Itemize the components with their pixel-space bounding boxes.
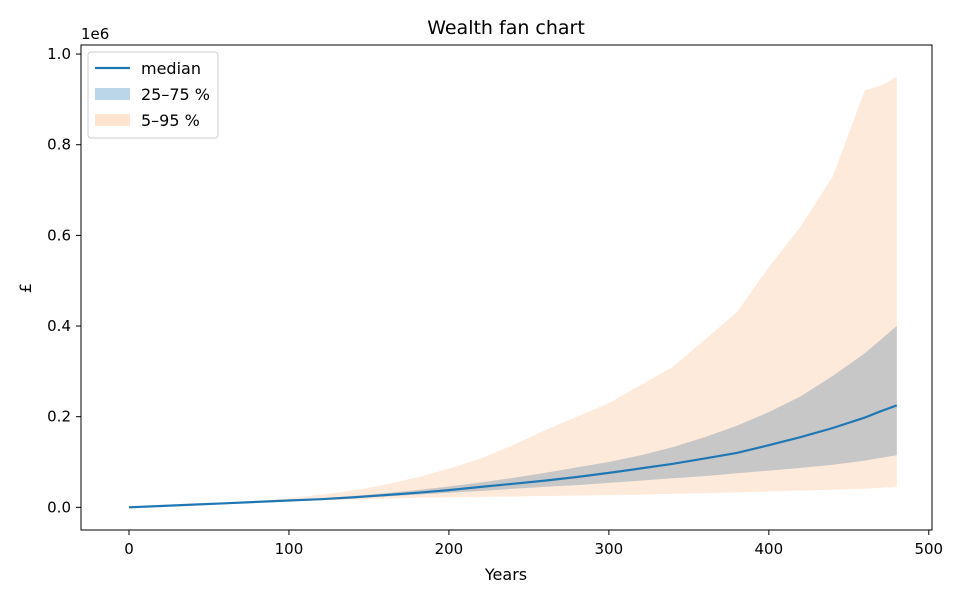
y-axis-label: £ [16, 283, 35, 293]
plot-area-frame [80, 44, 933, 531]
legend-swatch-25-75 [95, 88, 130, 100]
x-tick-label: 0 [124, 540, 134, 558]
bands-layer [129, 76, 897, 508]
band-5-95 [129, 76, 897, 508]
x-axis: 0 100 200 300 400 500 [124, 530, 943, 558]
legend-swatch-5-95 [95, 114, 130, 126]
x-tick-label: 400 [755, 540, 784, 558]
legend-label: 25–75 % [141, 85, 210, 104]
x-tick-label: 300 [595, 540, 624, 558]
y-tick-label: 0.2 [47, 408, 71, 426]
legend-box [87, 51, 219, 139]
median-line [128, 404, 898, 509]
band-25-75 [129, 326, 897, 508]
x-tick-label: 200 [435, 540, 464, 558]
y-tick-label: 0.8 [47, 136, 71, 154]
lines-layer [128, 404, 898, 509]
y-tick-label: 0.0 [47, 498, 71, 516]
y-tick-label: 1.0 [47, 45, 71, 63]
y-tick-label: 0.4 [47, 317, 71, 335]
chart-title: Wealth fan chart [427, 17, 585, 39]
legend-label: median [141, 59, 201, 78]
x-tick-label: 100 [275, 540, 304, 558]
legend: median 25–75 % 5–95 % [87, 51, 219, 139]
x-tick-label: 500 [914, 540, 943, 558]
y-axis: 0.0 0.2 0.4 0.6 0.8 1.0 [47, 45, 81, 516]
y-tick-label: 0.6 [47, 226, 71, 244]
y-offset-label: 1e6 [81, 25, 109, 43]
legend-label: 5–95 % [141, 111, 200, 130]
x-axis-label: Years [484, 565, 527, 584]
